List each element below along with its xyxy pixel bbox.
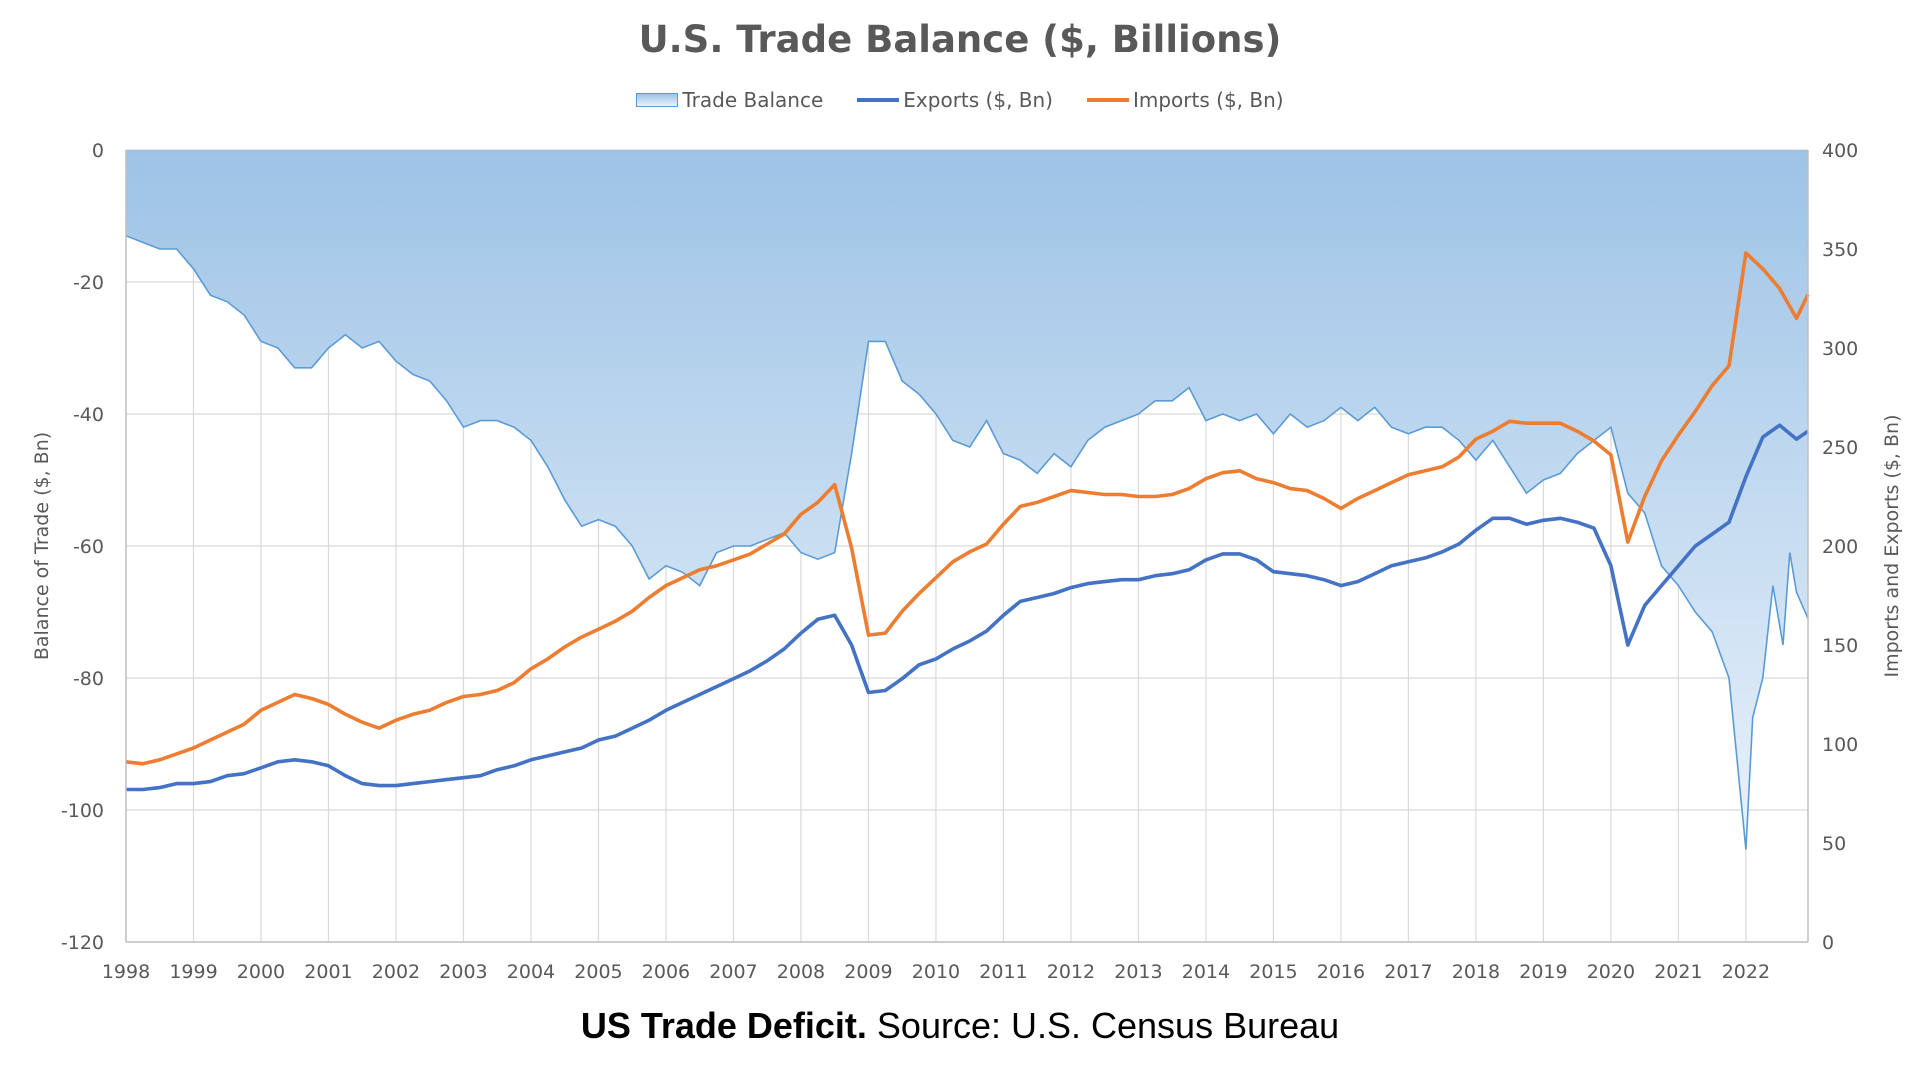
y-left-tick-label: -60	[73, 536, 104, 558]
x-tick-label: 2010	[912, 961, 960, 983]
legend-swatch-exports	[857, 98, 900, 102]
legend: Trade Balance Exports ($, Bn) Imports ($…	[0, 88, 1920, 112]
series-line-imports	[125, 251, 1810, 766]
x-tick-label: 2011	[979, 961, 1027, 983]
x-tick-label: 2007	[709, 961, 757, 983]
y-left-tick-label: -100	[61, 800, 104, 822]
x-tick-label: 2018	[1452, 961, 1500, 983]
legend-label-trade-balance: Trade Balance	[682, 88, 824, 112]
legend-item-trade-balance: Trade Balance	[636, 88, 823, 112]
chart-caption: US Trade Deficit. Source: U.S. Census Bu…	[0, 1005, 1920, 1047]
y-right-tick-label: 100	[1822, 734, 1858, 756]
x-tick-label: 2016	[1317, 961, 1365, 983]
x-tick-label: 2012	[1047, 961, 1095, 983]
legend-swatch-trade-balance	[636, 93, 679, 107]
x-tick-label: 2015	[1249, 961, 1297, 983]
y-left-tick-label: -80	[73, 668, 104, 690]
y-left-tick-label: 0	[92, 140, 104, 162]
x-tick-label: 2003	[439, 961, 487, 983]
x-tick-label: 2021	[1654, 961, 1702, 983]
x-tick-label: 1998	[102, 961, 150, 983]
x-tick-label: 2019	[1519, 961, 1567, 983]
x-tick-label: 2009	[844, 961, 892, 983]
x-tick-label: 2004	[507, 961, 555, 983]
x-tick-label: 2022	[1722, 961, 1770, 983]
y-left-tick-label: -120	[61, 932, 104, 954]
caption-source: Source: U.S. Census Bureau	[866, 1005, 1340, 1046]
legend-item-imports: Imports ($, Bn)	[1086, 88, 1284, 112]
series-line-exports	[126, 423, 1810, 792]
y-right-tick-label: 50	[1822, 833, 1846, 855]
y-left-tick-label: -20	[73, 272, 104, 294]
legend-item-exports: Exports ($, Bn)	[857, 88, 1053, 112]
legend-swatch-imports	[1086, 98, 1129, 102]
legend-label-exports: Exports ($, Bn)	[903, 88, 1053, 112]
x-tick-label: 1999	[169, 961, 217, 983]
legend-label-imports: Imports ($, Bn)	[1132, 88, 1284, 112]
series-line-trade-balance	[125, 235, 1809, 850]
chart-title: U.S. Trade Balance ($, Billions)	[638, 18, 1282, 61]
chart-plot: 0-20-40-60-80-100-1204003503002502001501…	[31, 140, 1903, 983]
y-right-tick-label: 150	[1822, 635, 1858, 657]
x-tick-label: 2006	[642, 961, 690, 983]
x-tick-label: 2008	[777, 961, 825, 983]
y-right-tick-label: 300	[1822, 338, 1858, 360]
y-right-tick-label: 250	[1822, 437, 1858, 459]
y-left-axis-title: Balance of Trade ($, Bn)	[31, 432, 53, 660]
series-area-trade-balance	[126, 150, 1808, 850]
y-right-tick-label: 350	[1822, 239, 1858, 261]
y-right-axis-title: Imports and Exports ($, Bn)	[1881, 415, 1903, 678]
y-right-tick-label: 200	[1822, 536, 1858, 558]
caption-bold: US Trade Deficit.	[580, 1005, 867, 1046]
x-tick-label: 2014	[1182, 961, 1230, 983]
y-right-tick-label: 400	[1822, 140, 1858, 162]
x-tick-label: 2017	[1384, 961, 1432, 983]
y-left-tick-label: -40	[73, 404, 104, 426]
x-tick-label: 2001	[304, 961, 352, 983]
x-tick-label: 2000	[237, 961, 285, 983]
x-tick-label: 2013	[1114, 961, 1162, 983]
x-tick-label: 2020	[1587, 961, 1635, 983]
x-tick-label: 2002	[372, 961, 420, 983]
y-right-tick-label: 0	[1822, 932, 1834, 954]
x-tick-label: 2005	[574, 961, 622, 983]
